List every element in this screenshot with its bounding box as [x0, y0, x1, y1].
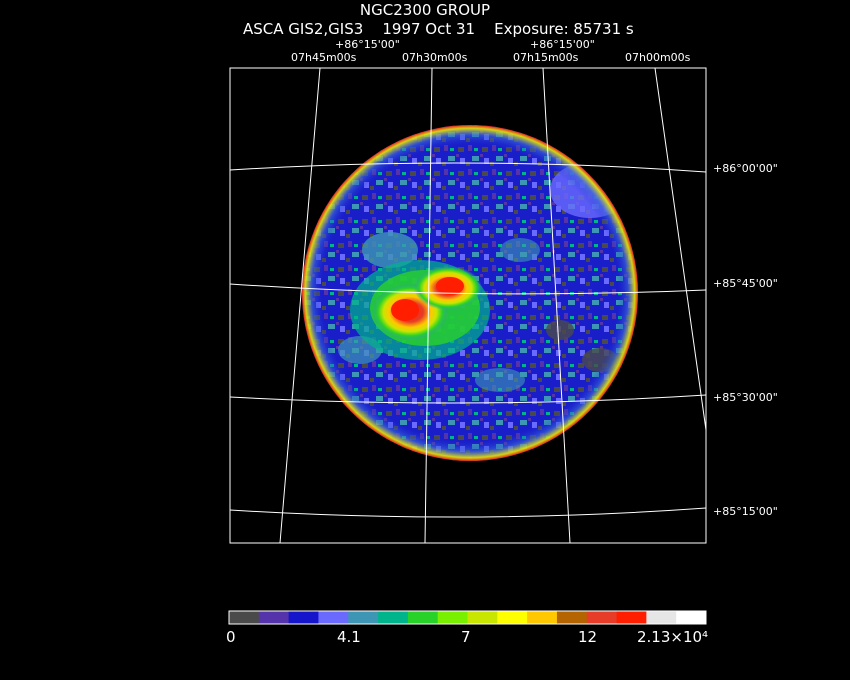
ra-label: 07h45m00s	[291, 51, 357, 64]
colorbar-swatch	[556, 611, 588, 624]
image-subtitle: ASCA GIS2,GIS3 1997 Oct 31 Exposure: 857…	[243, 20, 634, 38]
colorbar-swatch	[676, 611, 707, 624]
top-dec-label: +86°15'00"	[335, 38, 400, 51]
colorbar-swatch	[437, 611, 468, 624]
right-dec-label: +86°00'00"	[713, 162, 778, 175]
colorbar-tick-label: 12	[578, 628, 598, 646]
colorbar-swatch	[318, 611, 349, 624]
ra-label: 07h00m00s	[625, 51, 691, 64]
colorbar-tick-label: 4.1	[337, 628, 361, 646]
right-dec-label: +85°45'00"	[713, 277, 778, 290]
colorbar-frame	[228, 610, 707, 625]
right-dec-label: +85°30'00"	[713, 391, 778, 404]
colorbar-swatch	[586, 611, 618, 624]
colorbar	[229, 611, 707, 624]
top-dec-label: +86°15'00"	[530, 38, 595, 51]
colorbar-swatch	[646, 611, 677, 624]
colorbar-swatch	[467, 611, 498, 624]
colorbar-swatch	[288, 611, 319, 624]
colorbar-tick-label: 7	[461, 628, 471, 646]
ra-label: 07h30m00s	[402, 51, 468, 64]
coordinate-grid	[230, 68, 706, 543]
colorbar-swatch	[616, 611, 647, 624]
image-title: NGC2300 GROUP	[359, 1, 491, 19]
ra-label: 07h15m00s	[513, 51, 579, 64]
right-dec-label: +85°15'00"	[713, 505, 778, 518]
colorbar-tick-label: 0	[226, 628, 236, 646]
colorbar-swatch	[229, 611, 260, 624]
colorbar-swatch	[497, 611, 528, 624]
colorbar-swatch	[527, 611, 558, 624]
xray-disk	[302, 125, 638, 461]
colorbar-swatch	[258, 611, 290, 624]
colorbar-swatch	[348, 611, 379, 624]
colorbar-swatch	[378, 611, 409, 624]
colorbar-tick-label: 2.13×10⁴	[637, 628, 709, 646]
colorbar-swatch	[407, 611, 439, 624]
